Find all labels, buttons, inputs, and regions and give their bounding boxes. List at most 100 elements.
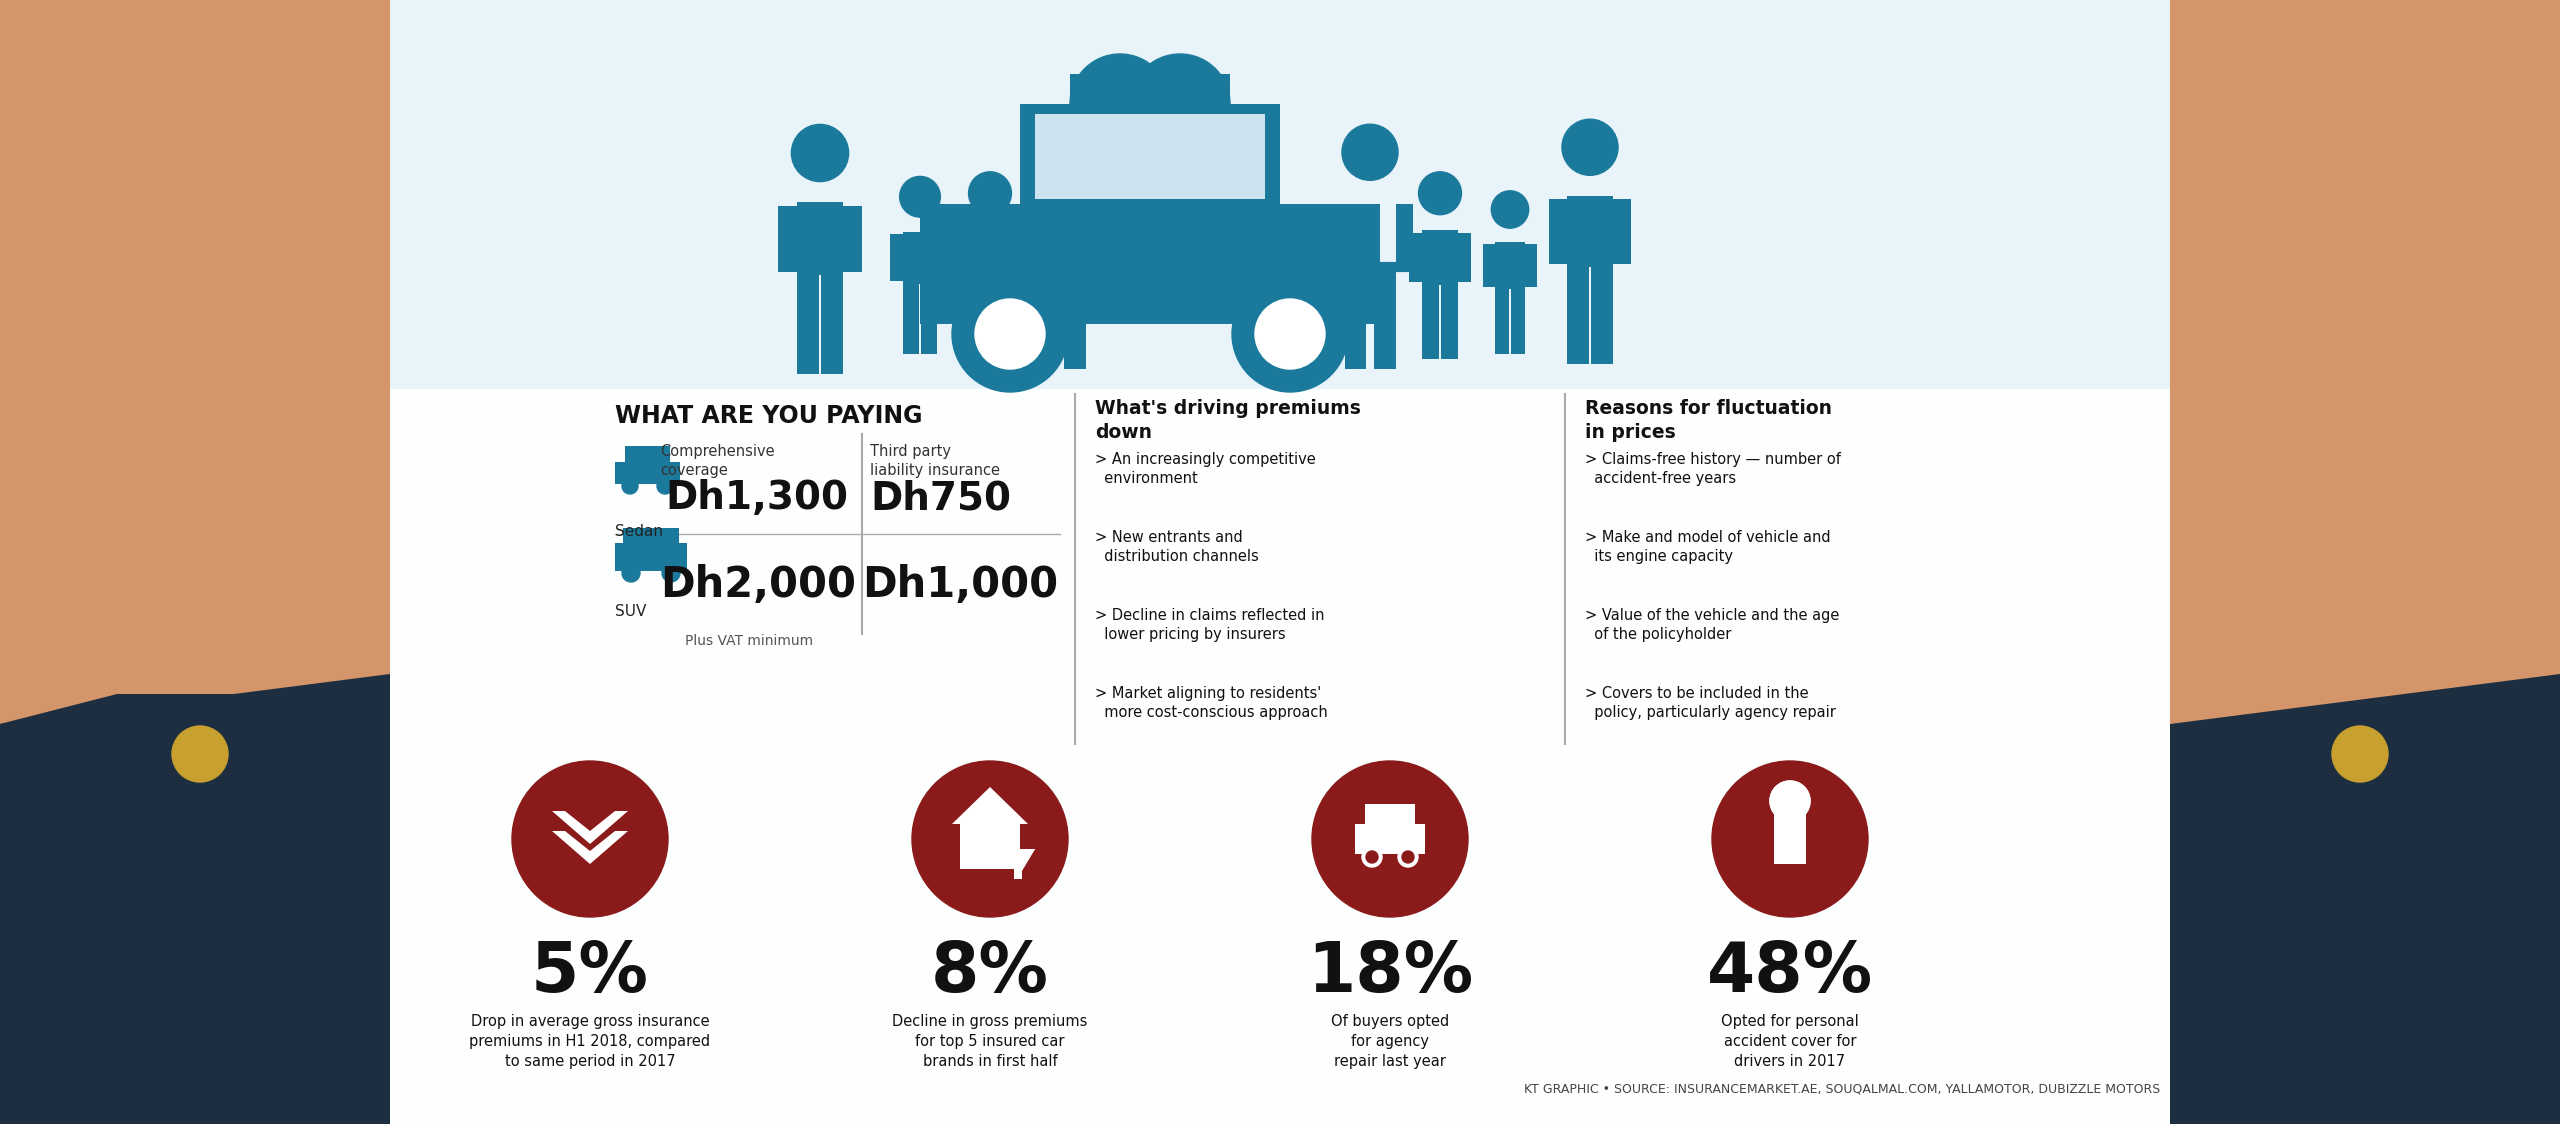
Circle shape bbox=[512, 761, 668, 917]
Polygon shape bbox=[1006, 849, 1034, 874]
Text: Comprehensive
coverage: Comprehensive coverage bbox=[660, 444, 776, 478]
Circle shape bbox=[1562, 119, 1618, 175]
Circle shape bbox=[975, 299, 1044, 369]
Bar bbox=[0, 694, 389, 1124]
Bar bbox=[1567, 196, 1613, 268]
Circle shape bbox=[622, 564, 640, 582]
Text: 5%: 5% bbox=[530, 939, 650, 1006]
Polygon shape bbox=[553, 831, 627, 864]
Polygon shape bbox=[952, 787, 1029, 824]
Circle shape bbox=[1313, 761, 1467, 917]
Text: Of buyers opted
for agency
repair last year: Of buyers opted for agency repair last y… bbox=[1331, 1014, 1449, 1069]
Text: 8%: 8% bbox=[932, 939, 1050, 1006]
Bar bbox=[1016, 205, 1034, 269]
Text: Reasons for fluctuation
in prices: Reasons for fluctuation in prices bbox=[1585, 399, 1833, 442]
Circle shape bbox=[1418, 172, 1462, 215]
Bar bbox=[1009, 233, 1021, 282]
Bar bbox=[796, 202, 842, 275]
Bar bbox=[1774, 809, 1805, 864]
Bar bbox=[625, 446, 671, 464]
Text: > Claims-free history — number of
  accident-free years: > Claims-free history — number of accide… bbox=[1585, 452, 1841, 486]
Polygon shape bbox=[0, 0, 389, 724]
Circle shape bbox=[1032, 124, 1088, 180]
Bar bbox=[1065, 272, 1085, 369]
Bar bbox=[1354, 824, 1426, 854]
Polygon shape bbox=[2171, 0, 2560, 724]
Text: Dh1,000: Dh1,000 bbox=[863, 564, 1057, 606]
Bar bbox=[922, 283, 937, 354]
Bar bbox=[1423, 230, 1457, 284]
Bar bbox=[1510, 289, 1526, 354]
Text: > Covers to be included in the
  policy, particularly agency repair: > Covers to be included in the policy, p… bbox=[1585, 686, 1836, 719]
Bar bbox=[1085, 205, 1103, 269]
Bar bbox=[1567, 268, 1590, 364]
Circle shape bbox=[1403, 851, 1413, 863]
Bar bbox=[1549, 199, 1567, 263]
Circle shape bbox=[1129, 54, 1229, 154]
Circle shape bbox=[2332, 726, 2388, 782]
Bar bbox=[2171, 0, 2560, 1124]
Bar bbox=[0, 544, 389, 1124]
Text: Drop in average gross insurance
premiums in H1 2018, compared
to same period in : Drop in average gross insurance premiums… bbox=[468, 1014, 712, 1069]
Bar bbox=[1457, 233, 1472, 282]
Bar bbox=[937, 235, 950, 281]
Circle shape bbox=[1254, 299, 1326, 369]
Bar bbox=[1344, 272, 1367, 369]
Text: Dh1,300: Dh1,300 bbox=[666, 479, 847, 517]
Text: What's driving premiums
down: What's driving premiums down bbox=[1096, 399, 1362, 442]
Polygon shape bbox=[960, 824, 1019, 869]
Circle shape bbox=[172, 726, 228, 782]
Bar bbox=[1034, 272, 1057, 369]
Text: 18%: 18% bbox=[1306, 939, 1472, 1006]
Bar bbox=[1526, 244, 1536, 287]
Circle shape bbox=[663, 564, 681, 582]
Bar bbox=[973, 230, 1009, 284]
Circle shape bbox=[968, 172, 1011, 215]
Text: Dh2,000: Dh2,000 bbox=[660, 564, 855, 606]
Text: 48%: 48% bbox=[1708, 939, 1874, 1006]
Bar bbox=[960, 233, 973, 282]
Polygon shape bbox=[1324, 262, 1416, 272]
Circle shape bbox=[1341, 124, 1398, 180]
Bar bbox=[1070, 74, 1229, 124]
Circle shape bbox=[952, 277, 1068, 392]
Bar bbox=[614, 462, 681, 484]
Bar bbox=[991, 284, 1009, 359]
Circle shape bbox=[791, 125, 847, 182]
Circle shape bbox=[1398, 847, 1418, 867]
Text: > Market aligning to residents'
  more cost-conscious approach: > Market aligning to residents' more cos… bbox=[1096, 686, 1329, 719]
Bar bbox=[1001, 831, 1029, 871]
Polygon shape bbox=[919, 203, 1380, 324]
Text: Dh750: Dh750 bbox=[870, 479, 1011, 517]
Bar bbox=[0, 0, 340, 344]
Text: > Decline in claims reflected in
  lower pricing by insurers: > Decline in claims reflected in lower p… bbox=[1096, 608, 1324, 642]
Circle shape bbox=[1769, 781, 1810, 821]
Circle shape bbox=[1070, 54, 1170, 154]
Bar bbox=[614, 543, 686, 571]
Circle shape bbox=[899, 176, 940, 217]
Text: > New entrants and
  distribution channels: > New entrants and distribution channels bbox=[1096, 531, 1260, 563]
Bar bbox=[1160, 119, 1260, 194]
Bar bbox=[891, 235, 904, 281]
Bar bbox=[778, 206, 796, 272]
Circle shape bbox=[622, 478, 637, 495]
Bar bbox=[1364, 804, 1416, 824]
Circle shape bbox=[1367, 851, 1377, 863]
Bar bbox=[1495, 289, 1510, 354]
Text: SUV: SUV bbox=[614, 604, 645, 619]
Bar bbox=[842, 206, 863, 272]
Bar bbox=[1408, 233, 1423, 282]
Polygon shape bbox=[1014, 262, 1106, 272]
Text: > Value of the vehicle and the age
  of the policyholder: > Value of the vehicle and the age of th… bbox=[1585, 608, 1841, 642]
Bar bbox=[0, 0, 389, 724]
Bar bbox=[1423, 284, 1439, 359]
Polygon shape bbox=[0, 674, 389, 1124]
Text: KT GRAPHIC • SOURCE: INSURANCEMARKET.AE, SOUQALMAL.COM, YALLAMOTOR, DUBIZZLE MOT: KT GRAPHIC • SOURCE: INSURANCEMARKET.AE,… bbox=[1523, 1084, 2161, 1096]
Text: > An increasingly competitive
  environment: > An increasingly competitive environmen… bbox=[1096, 452, 1316, 486]
Bar bbox=[622, 528, 678, 546]
Bar bbox=[1039, 119, 1139, 194]
Polygon shape bbox=[1006, 849, 1034, 874]
Bar bbox=[973, 284, 988, 359]
Text: Decline in gross premiums
for top 5 insured car
brands in first half: Decline in gross premiums for top 5 insu… bbox=[893, 1014, 1088, 1069]
Bar bbox=[389, 389, 2171, 1124]
